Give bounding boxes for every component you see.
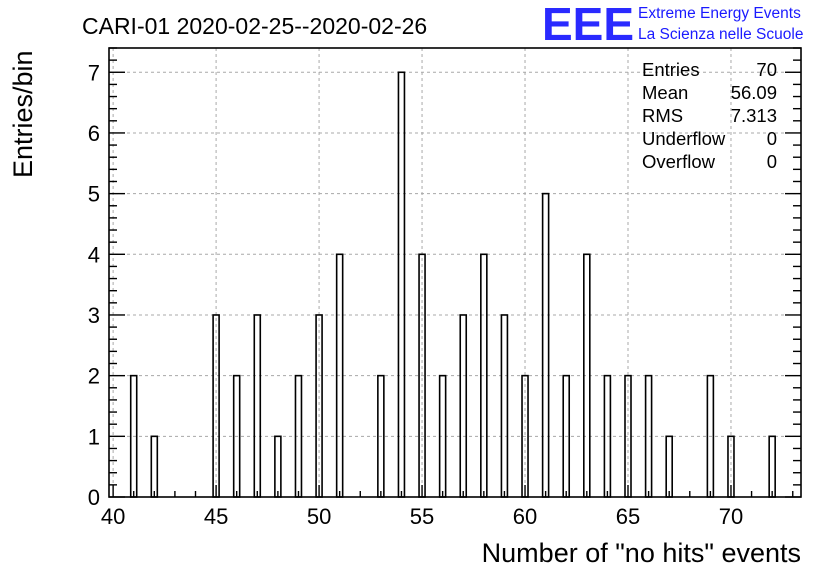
x-tick-label: 45	[204, 504, 228, 529]
stats-rms-value: 7.313	[731, 105, 777, 126]
histogram-bar	[459, 314, 468, 498]
stats-box: Entries 70 Mean 56.09 RMS 7.313 Underflo…	[642, 59, 777, 172]
y-tick-label: 5	[88, 182, 100, 207]
x-tick-labels: 40 45 50 55 60 65 70	[101, 504, 743, 529]
eee-logo-line2: La Scienza nelle Scuole	[638, 26, 803, 43]
x-axis-title: Number of "no hits" events	[482, 538, 801, 568]
chart-title: CARI-01 2020-02-25--2020-02-26	[82, 13, 427, 39]
histogram-bar	[541, 192, 550, 498]
x-tick-label: 70	[719, 504, 743, 529]
eee-logo: EEE Extreme Energy Events La Scienza nel…	[542, 0, 803, 50]
histogram-bar	[150, 435, 159, 498]
y-tick-label: 1	[88, 424, 100, 449]
x-tick-label: 40	[101, 504, 125, 529]
x-tick-label: 55	[410, 504, 434, 529]
stats-rms-label: RMS	[642, 105, 683, 126]
x-tick-label: 65	[616, 504, 640, 529]
ticks-layer	[109, 47, 801, 498]
y-tick-label: 2	[88, 364, 100, 389]
grid-layer	[109, 48, 801, 497]
histogram-bar	[500, 314, 509, 498]
stats-mean-value: 56.09	[731, 82, 777, 103]
y-tick-label: 3	[88, 303, 100, 328]
plot-frame	[108, 47, 802, 498]
stats-overflow-label: Overflow	[642, 151, 716, 172]
y-axis-title: Entries/bin	[8, 50, 38, 178]
eee-logo-line1: Extreme Energy Events	[638, 5, 801, 22]
eee-logo-mark: EEE	[542, 0, 634, 50]
x-tick-label: 60	[513, 504, 537, 529]
y-tick-label: 0	[88, 485, 100, 510]
y-tick-label: 4	[88, 242, 100, 267]
histogram-bar	[768, 435, 776, 498]
y-tick-label: 7	[88, 60, 100, 85]
y-tick-label: 6	[88, 121, 100, 146]
stats-entries-label: Entries	[642, 59, 700, 80]
stats-entries-value: 70	[756, 59, 777, 80]
stats-overflow-value: 0	[767, 151, 777, 172]
histogram-bar	[253, 314, 262, 498]
stats-underflow-label: Underflow	[642, 128, 726, 149]
stats-underflow-value: 0	[767, 128, 777, 149]
y-tick-labels: 0 1 2 3 4 5 6 7	[88, 60, 100, 510]
x-tick-label: 50	[307, 504, 331, 529]
stats-mean-label: Mean	[642, 82, 688, 103]
histogram-bar	[274, 435, 282, 498]
histogram-bar	[665, 435, 673, 498]
histogram-bar	[397, 71, 406, 498]
